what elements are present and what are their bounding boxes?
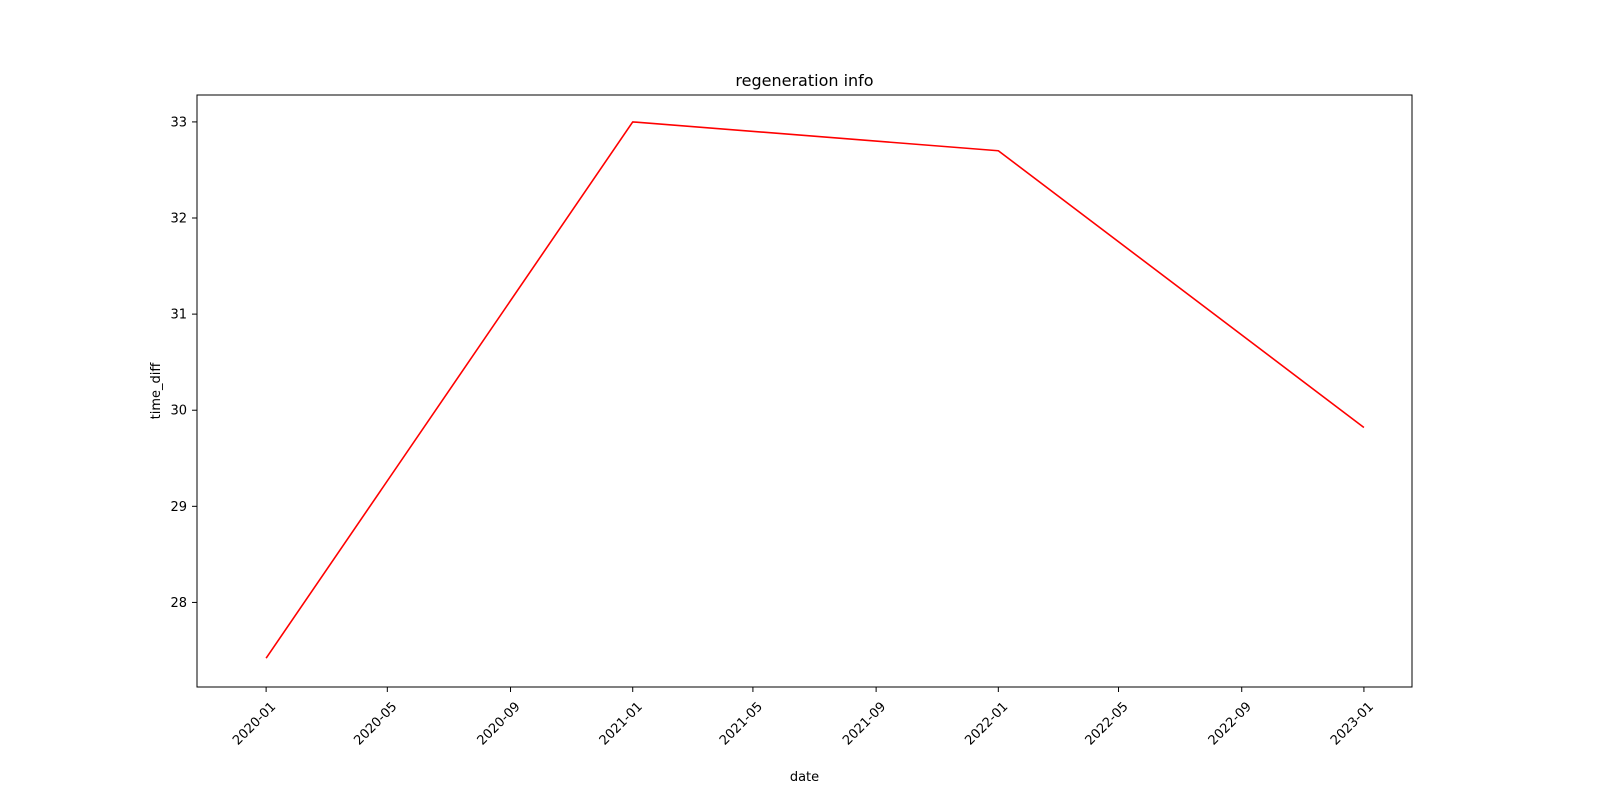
- x-axis: 2020-01 2020-05 2020-09 2021-01 2021-05 2021-…: [230, 687, 1377, 748]
- x-tick-label: 2022-09: [1206, 699, 1255, 748]
- y-tick-label: 28: [170, 596, 187, 611]
- x-tick-label: 2021-01: [597, 699, 646, 748]
- y-tick-label: 32: [170, 212, 187, 227]
- x-tick-label: 2022-05: [1083, 699, 1132, 748]
- x-tick-label: 2021-09: [840, 699, 889, 748]
- y-tick-label: 33: [170, 115, 187, 130]
- x-axis-label: date: [790, 770, 819, 785]
- y-axis: 28 29 30 31 32 33: [170, 115, 197, 611]
- x-tick-label: 2022-01: [962, 699, 1011, 748]
- x-tick-label: 2020-09: [475, 699, 524, 748]
- x-tick-label: 2023-01: [1328, 699, 1377, 748]
- x-tick-label: 2020-01: [230, 699, 279, 748]
- y-axis-label: time_diff: [149, 362, 164, 420]
- chart-title: regeneration info: [735, 71, 873, 90]
- y-tick-label: 31: [170, 308, 187, 323]
- y-tick-label: 30: [170, 404, 187, 419]
- x-tick-label: 2021-05: [717, 699, 766, 748]
- plot-lines: [265, 121, 1365, 659]
- plot-frame: [196, 94, 1413, 688]
- x-tick-label: 2020-05: [351, 699, 400, 748]
- y-tick-label: 29: [170, 500, 187, 515]
- series-line: [265, 121, 1365, 659]
